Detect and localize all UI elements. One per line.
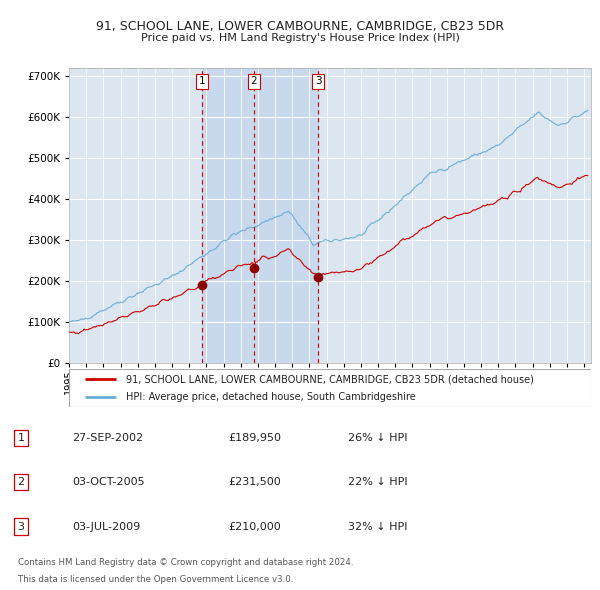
Text: 27-SEP-2002: 27-SEP-2002 (72, 433, 143, 442)
Text: This data is licensed under the Open Government Licence v3.0.: This data is licensed under the Open Gov… (18, 575, 293, 584)
Bar (202, 68, 318, 363)
Text: Contains HM Land Registry data © Crown copyright and database right 2024.: Contains HM Land Registry data © Crown c… (18, 558, 353, 566)
Text: 91, SCHOOL LANE, LOWER CAMBOURNE, CAMBRIDGE, CB23 5DR: 91, SCHOOL LANE, LOWER CAMBOURNE, CAMBRI… (96, 20, 504, 33)
Text: Price paid vs. HM Land Registry's House Price Index (HPI): Price paid vs. HM Land Registry's House … (140, 33, 460, 43)
Text: £231,500: £231,500 (228, 477, 281, 487)
Text: £210,000: £210,000 (228, 522, 281, 532)
Text: 32% ↓ HPI: 32% ↓ HPI (348, 522, 407, 532)
Text: 26% ↓ HPI: 26% ↓ HPI (348, 433, 407, 442)
Text: 2: 2 (17, 477, 25, 487)
Text: 3: 3 (315, 76, 322, 86)
Text: HPI: Average price, detached house, South Cambridgeshire: HPI: Average price, detached house, Sout… (127, 392, 416, 402)
Text: 1: 1 (17, 433, 25, 442)
Text: 03-OCT-2005: 03-OCT-2005 (72, 477, 145, 487)
Text: 03-JUL-2009: 03-JUL-2009 (72, 522, 140, 532)
Text: 1: 1 (199, 76, 205, 86)
Text: 2: 2 (250, 76, 257, 86)
Text: 3: 3 (17, 522, 25, 532)
Text: 91, SCHOOL LANE, LOWER CAMBOURNE, CAMBRIDGE, CB23 5DR (detached house): 91, SCHOOL LANE, LOWER CAMBOURNE, CAMBRI… (127, 374, 534, 384)
Text: £189,950: £189,950 (228, 433, 281, 442)
Text: 22% ↓ HPI: 22% ↓ HPI (348, 477, 407, 487)
